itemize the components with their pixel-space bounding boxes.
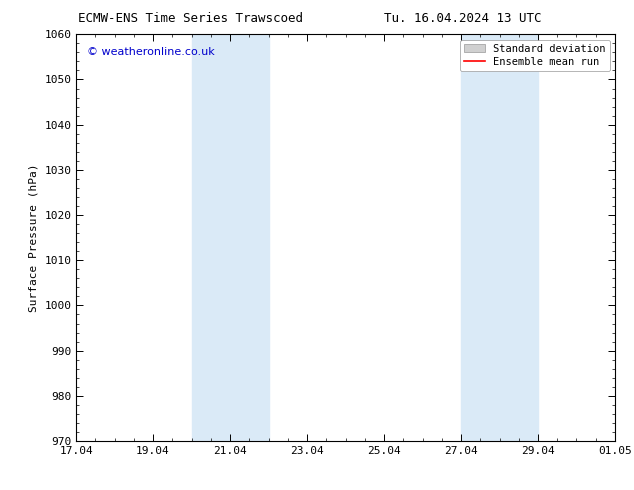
Text: Tu. 16.04.2024 13 UTC: Tu. 16.04.2024 13 UTC [384,12,541,25]
Bar [461,34,538,441]
Text: © weatheronline.co.uk: © weatheronline.co.uk [87,47,214,56]
Y-axis label: Surface Pressure (hPa): Surface Pressure (hPa) [29,163,39,312]
Text: ECMW-ENS Time Series Trawscoed: ECMW-ENS Time Series Trawscoed [78,12,302,25]
Bar [191,34,269,441]
Legend: Standard deviation, Ensemble mean run: Standard deviation, Ensemble mean run [460,40,610,71]
